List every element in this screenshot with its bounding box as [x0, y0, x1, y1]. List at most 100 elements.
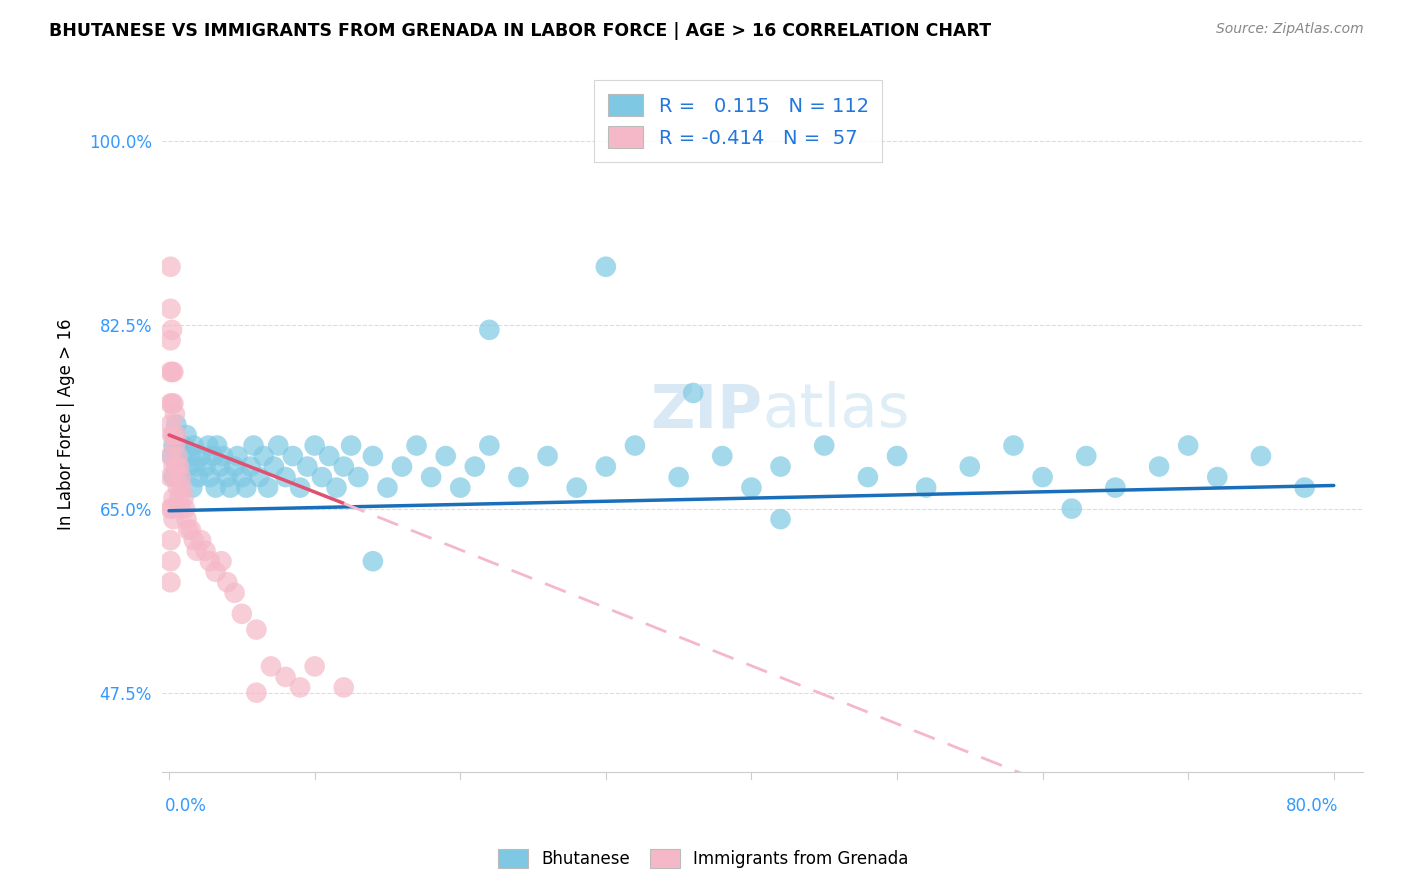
Point	[226, 449, 249, 463]
Point	[274, 670, 297, 684]
Point	[813, 438, 835, 452]
Point	[340, 438, 363, 452]
Point	[197, 438, 219, 452]
Point	[478, 323, 501, 337]
Point	[1206, 470, 1229, 484]
Point	[274, 470, 297, 484]
Point	[170, 501, 193, 516]
Point	[159, 449, 181, 463]
Point	[170, 470, 193, 484]
Point	[405, 438, 427, 452]
Point	[565, 481, 588, 495]
Point	[183, 533, 205, 548]
Point	[186, 543, 208, 558]
Point	[449, 481, 471, 495]
Point	[162, 470, 184, 484]
Point	[224, 586, 246, 600]
Point	[1060, 501, 1083, 516]
Y-axis label: In Labor Force | Age > 16: In Labor Force | Age > 16	[58, 318, 75, 530]
Text: BHUTANESE VS IMMIGRANTS FROM GRENADA IN LABOR FORCE | AGE > 16 CORRELATION CHART: BHUTANESE VS IMMIGRANTS FROM GRENADA IN …	[49, 22, 991, 40]
Point	[176, 428, 198, 442]
Point	[886, 449, 908, 463]
Point	[769, 459, 792, 474]
Point	[217, 575, 239, 590]
Point	[219, 481, 242, 495]
Point	[160, 365, 183, 379]
Point	[172, 481, 194, 495]
Point	[434, 449, 457, 463]
Point	[624, 438, 647, 452]
Point	[208, 459, 231, 474]
Point	[166, 449, 188, 463]
Point	[377, 481, 399, 495]
Point	[174, 501, 197, 516]
Point	[281, 449, 304, 463]
Point	[204, 481, 226, 495]
Legend: Bhutanese, Immigrants from Grenada: Bhutanese, Immigrants from Grenada	[491, 842, 915, 875]
Point	[160, 323, 183, 337]
Point	[536, 449, 558, 463]
Point	[167, 459, 190, 474]
Point	[915, 481, 938, 495]
Point	[1076, 449, 1098, 463]
Point	[180, 449, 202, 463]
Point	[160, 396, 183, 410]
Point	[173, 438, 195, 452]
Point	[159, 470, 181, 484]
Point	[1177, 438, 1199, 452]
Point	[205, 438, 228, 452]
Point	[167, 491, 190, 505]
Point	[163, 438, 186, 452]
Point	[231, 607, 253, 621]
Point	[245, 623, 267, 637]
Point	[165, 417, 187, 432]
Point	[478, 438, 501, 452]
Point	[668, 470, 690, 484]
Point	[1032, 470, 1054, 484]
Point	[239, 459, 262, 474]
Point	[769, 512, 792, 526]
Point	[333, 459, 356, 474]
Point	[159, 334, 181, 348]
Point	[245, 686, 267, 700]
Point	[159, 260, 181, 274]
Point	[1147, 459, 1170, 474]
Point	[333, 681, 356, 695]
Point	[257, 481, 280, 495]
Point	[183, 438, 205, 452]
Point	[159, 575, 181, 590]
Point	[166, 449, 188, 463]
Point	[159, 301, 181, 316]
Point	[595, 459, 617, 474]
Point	[162, 396, 184, 410]
Point	[263, 459, 285, 474]
Point	[1002, 438, 1025, 452]
Point	[311, 470, 333, 484]
Point	[162, 438, 184, 452]
Point	[856, 470, 879, 484]
Point	[253, 449, 276, 463]
Point	[201, 449, 224, 463]
Point	[160, 428, 183, 442]
Point	[190, 533, 212, 548]
Point	[165, 459, 187, 474]
Point	[159, 501, 181, 516]
Point	[159, 554, 181, 568]
Text: atlas: atlas	[762, 381, 910, 440]
Point	[420, 470, 443, 484]
Point	[177, 459, 200, 474]
Legend: R =   0.115   N = 112, R = -0.414   N =  57: R = 0.115 N = 112, R = -0.414 N = 57	[595, 80, 883, 162]
Point	[194, 543, 217, 558]
Point	[235, 481, 257, 495]
Point	[464, 459, 486, 474]
Text: ZIP: ZIP	[651, 381, 762, 440]
Point	[711, 449, 734, 463]
Point	[170, 470, 193, 484]
Point	[194, 459, 217, 474]
Point	[160, 501, 183, 516]
Point	[288, 481, 311, 495]
Point	[361, 554, 384, 568]
Point	[163, 428, 186, 442]
Point	[231, 470, 253, 484]
Point	[224, 459, 246, 474]
